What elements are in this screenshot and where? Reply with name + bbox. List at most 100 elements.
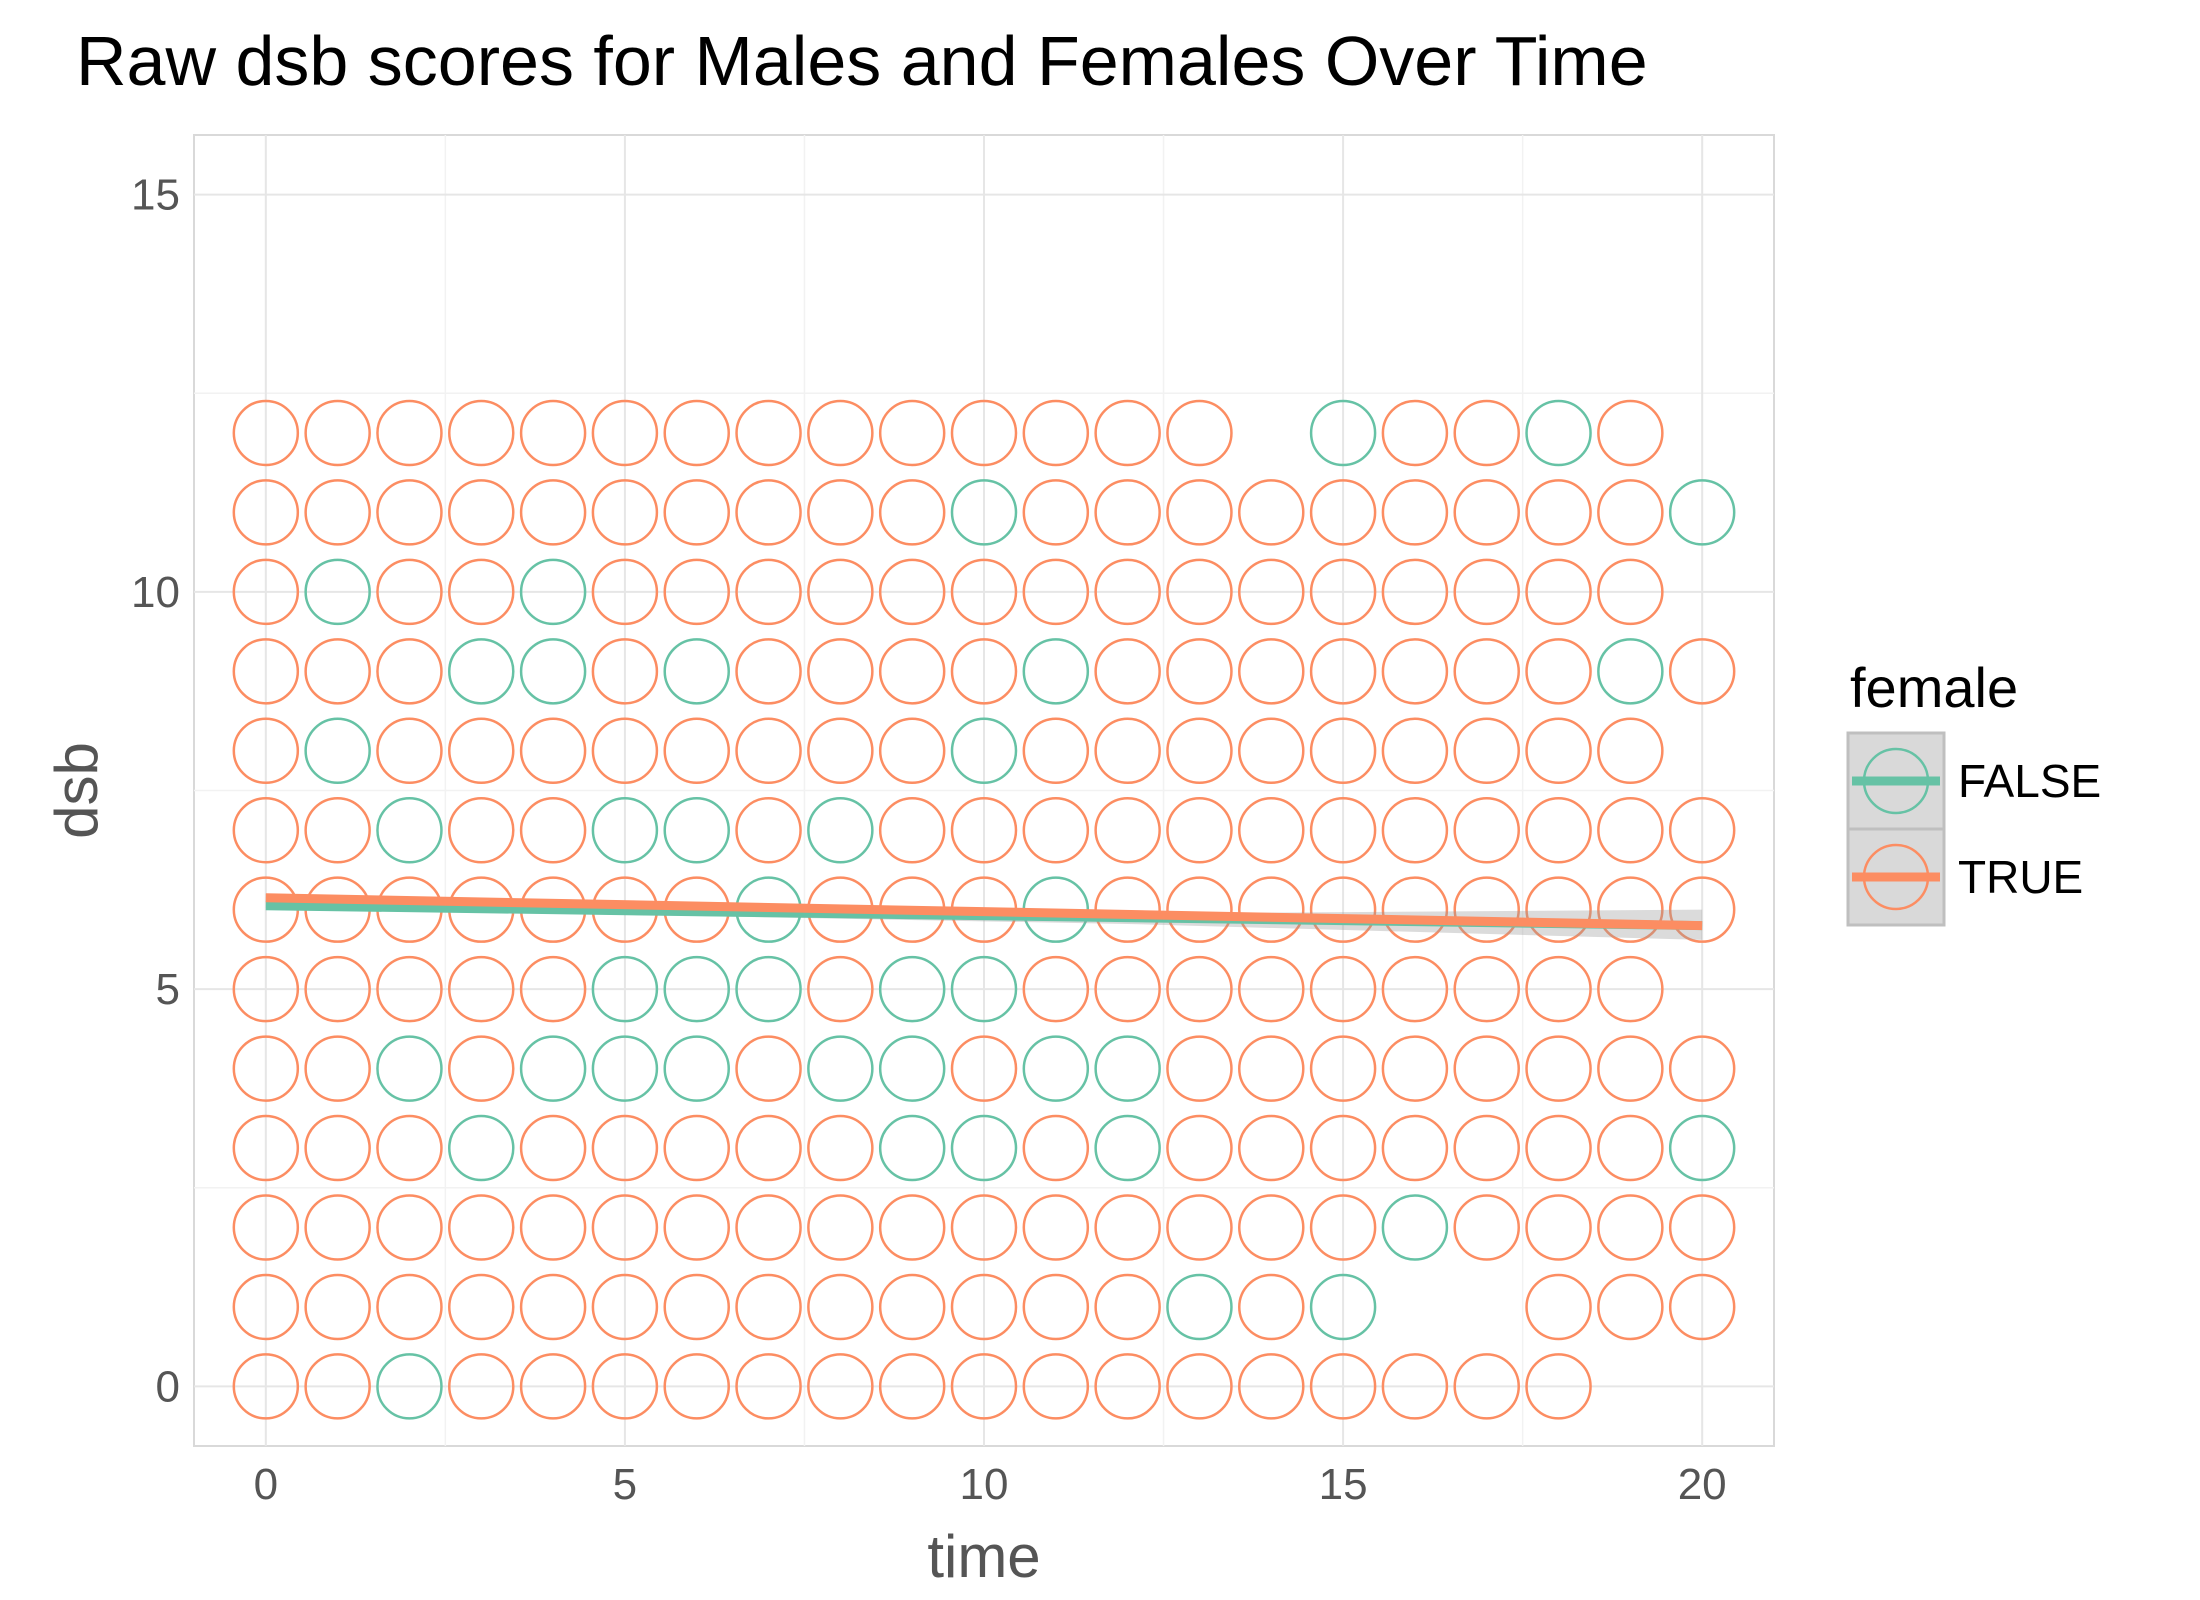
point-true (1166, 955, 1233, 1023)
point-true (950, 796, 1018, 864)
point-true (1166, 558, 1233, 626)
x-axis-title: time (927, 1523, 1040, 1590)
point-false (591, 1035, 659, 1102)
point-true (448, 955, 515, 1023)
point-true (1668, 638, 1736, 705)
point-true (1597, 399, 1664, 467)
point-true (950, 638, 1018, 705)
point-true (304, 479, 371, 546)
point-true (1525, 1035, 1592, 1102)
point-false (591, 955, 659, 1023)
point-true (878, 1194, 946, 1261)
point-true (376, 1114, 443, 1182)
point-true (376, 717, 443, 785)
point-true (1597, 1194, 1664, 1261)
point-false (448, 1114, 515, 1182)
point-true (1238, 479, 1305, 546)
point-false (591, 796, 659, 864)
point-true (1166, 1114, 1233, 1182)
point-true (1309, 955, 1377, 1023)
point-true (1238, 1114, 1305, 1182)
point-true (376, 638, 443, 705)
y-axis-title: dsb (43, 742, 110, 839)
point-true (1238, 558, 1305, 626)
point-true (735, 1353, 802, 1420)
point-true (1094, 717, 1161, 785)
point-true (304, 1273, 371, 1341)
point-true (1309, 1194, 1377, 1261)
trend-lines (265, 893, 1703, 940)
point-true (1668, 1035, 1736, 1102)
point-true (1166, 1353, 1233, 1420)
point-true (735, 1035, 802, 1102)
point-false (1094, 1035, 1161, 1102)
point-true (1597, 955, 1664, 1023)
point-true (232, 1035, 300, 1102)
point-true (519, 796, 587, 864)
point-true (735, 1273, 802, 1341)
point-true (807, 399, 874, 467)
point-true (1094, 1194, 1161, 1261)
point-true (304, 796, 371, 864)
point-true (1525, 1273, 1592, 1341)
point-true (519, 717, 587, 785)
point-true (1022, 399, 1090, 467)
point-true (1022, 1353, 1090, 1420)
point-true (1453, 1194, 1520, 1261)
point-true (807, 717, 874, 785)
point-true (448, 479, 515, 546)
point-true (1668, 876, 1736, 943)
point-true (1094, 1353, 1161, 1420)
point-true (1166, 796, 1233, 864)
point-true (1597, 558, 1664, 626)
point-true (1525, 955, 1592, 1023)
point-true (735, 1114, 802, 1182)
point-false (1381, 1194, 1449, 1261)
point-true (663, 1114, 730, 1182)
point-true (1525, 1114, 1592, 1182)
point-true (448, 717, 515, 785)
point-true (1453, 955, 1520, 1023)
point-true (448, 399, 515, 467)
point-true (1381, 876, 1449, 943)
point-true (1238, 955, 1305, 1023)
y-tick-label: 5 (156, 965, 180, 1014)
point-true (232, 1194, 300, 1261)
point-true (448, 796, 515, 864)
legend-label-true: TRUE (1958, 851, 2083, 903)
point-true (1094, 1273, 1161, 1341)
point-true (663, 1273, 730, 1341)
point-true (878, 796, 946, 864)
point-true (950, 1035, 1018, 1102)
point-true (1022, 1114, 1090, 1182)
point-true (1597, 717, 1664, 785)
point-true (519, 1273, 587, 1341)
point-true (1381, 558, 1449, 626)
point-true (448, 558, 515, 626)
point-true (1381, 717, 1449, 785)
point-true (663, 479, 730, 546)
point-true (448, 1353, 515, 1420)
point-false (519, 638, 587, 705)
point-true (232, 479, 300, 546)
point-true (735, 796, 802, 864)
point-false (950, 955, 1018, 1023)
point-true (1166, 1194, 1233, 1261)
point-true (735, 399, 802, 467)
point-true (1094, 955, 1161, 1023)
point-true (232, 1273, 300, 1341)
point-true (591, 1114, 659, 1182)
x-tick-label: 0 (254, 1460, 278, 1509)
point-true (591, 717, 659, 785)
point-true (878, 1353, 946, 1420)
point-true (304, 1035, 371, 1102)
point-false (1166, 1273, 1233, 1341)
point-false (950, 717, 1018, 785)
point-false (1022, 1035, 1090, 1102)
point-true (1238, 638, 1305, 705)
point-true (1525, 1353, 1592, 1420)
point-true (1238, 796, 1305, 864)
point-true (1309, 558, 1377, 626)
point-true (878, 558, 946, 626)
point-true (950, 399, 1018, 467)
